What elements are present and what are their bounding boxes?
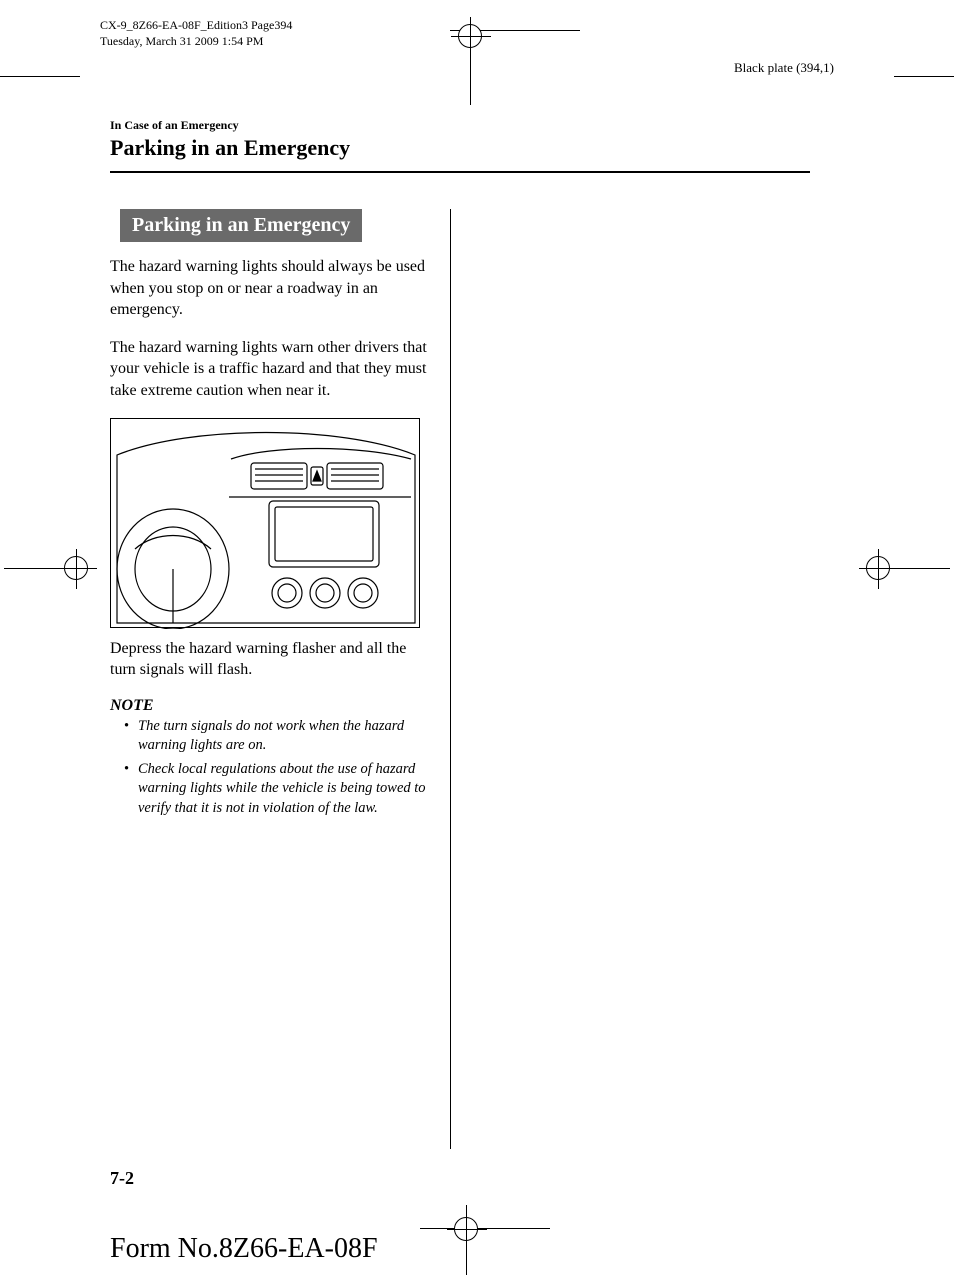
title-rule bbox=[110, 171, 810, 173]
dashboard-illustration bbox=[110, 418, 420, 628]
doc-id: CX-9_8Z66-EA-08F_Edition3 Page394 bbox=[100, 18, 292, 34]
registration-circle-left bbox=[64, 556, 88, 580]
trim-rule-top-right bbox=[894, 76, 954, 77]
registration-circle-right bbox=[866, 556, 890, 580]
print-header: CX-9_8Z66-EA-08F_Edition3 Page394 Tuesda… bbox=[100, 18, 292, 49]
chapter-label: In Case of an Emergency bbox=[110, 118, 810, 133]
doc-timestamp: Tuesday, March 31 2009 1:54 PM bbox=[100, 34, 292, 50]
dashboard-svg bbox=[111, 419, 421, 629]
note-label: NOTE bbox=[110, 697, 436, 715]
form-number: Form No.8Z66-EA-08F bbox=[110, 1233, 378, 1265]
note-item-2: Check local regulations about the use of… bbox=[124, 760, 436, 819]
paragraph-3: Depress the hazard warning flasher and a… bbox=[110, 638, 436, 681]
paragraph-2: The hazard warning lights warn other dri… bbox=[110, 337, 436, 402]
page-number: 7-2 bbox=[110, 1168, 134, 1189]
note-list: The turn signals do not work when the ha… bbox=[110, 717, 436, 819]
registration-circle-top bbox=[458, 24, 482, 48]
registration-circle-bottom bbox=[454, 1217, 478, 1241]
heading-box: Parking in an Emergency bbox=[120, 209, 362, 242]
plate-label: Black plate (394,1) bbox=[734, 60, 834, 76]
column-divider bbox=[450, 209, 451, 1149]
page-content: In Case of an Emergency Parking in an Em… bbox=[110, 118, 810, 1149]
columns: Parking in an Emergency The hazard warni… bbox=[110, 209, 810, 1149]
trim-rule-top-left bbox=[0, 76, 80, 77]
paragraph-1: The hazard warning lights should always … bbox=[110, 256, 436, 321]
section-title: Parking in an Emergency bbox=[110, 135, 810, 161]
note-item-1: The turn signals do not work when the ha… bbox=[124, 717, 436, 756]
column-left: Parking in an Emergency The hazard warni… bbox=[110, 209, 450, 1149]
